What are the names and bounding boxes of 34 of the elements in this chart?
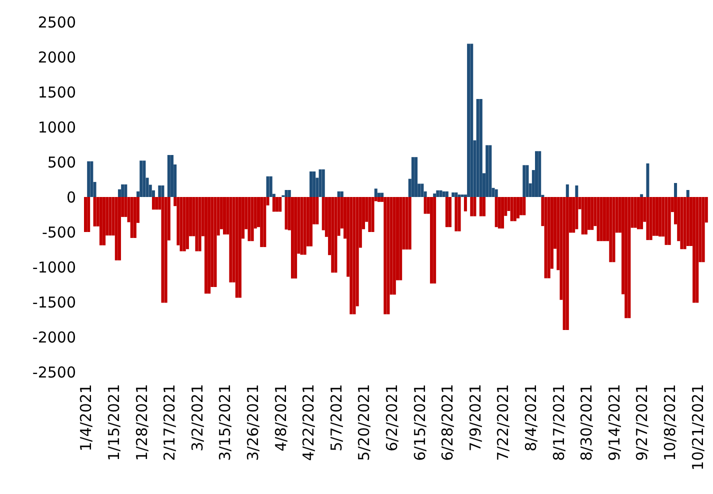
y-tick-label: -1500	[32, 293, 76, 312]
x-tick-label: 5/7/2021	[327, 384, 346, 452]
x-tick-label: 3/2/2021	[188, 384, 206, 452]
y-tick-label: 2500	[38, 13, 76, 32]
y-tick-label: -1000	[32, 258, 76, 276]
x-tick-label: 1/4/2021	[77, 384, 96, 452]
x-tick-label: 6/15/2021	[410, 384, 429, 461]
x-tick-label: 7/9/2021	[466, 384, 484, 452]
x-tick-label: 8/4/2021	[522, 384, 540, 452]
y-tick-label: -500	[42, 223, 76, 242]
x-tick-label: 9/27/2021	[633, 384, 652, 461]
x-tick-label: 10/21/2021	[688, 384, 707, 470]
x-tick-label: 7/22/2021	[494, 384, 512, 461]
y-tick-label: -2000	[32, 328, 76, 346]
x-tick-label: 8/17/2021	[550, 384, 568, 461]
x-tick-label: 1/15/2021	[104, 384, 123, 461]
x-tick-label: 6/28/2021	[438, 384, 457, 461]
y-tick-label: 1500	[38, 83, 76, 102]
x-tick-label: 3/26/2021	[244, 384, 262, 461]
x-tick-label: 2/17/2021	[160, 384, 179, 461]
x-tick-label: 9/14/2021	[605, 384, 624, 461]
y-tick-label: 0	[66, 188, 76, 206]
y-tick-label: 2000	[38, 48, 76, 66]
x-tick-label: 10/8/2021	[661, 384, 680, 461]
x-tick-label: 4/8/2021	[272, 384, 290, 452]
x-tick-label: 1/28/2021	[132, 384, 151, 461]
y-tick-label: 500	[47, 153, 76, 172]
x-tick-label: 4/22/2021	[300, 384, 318, 461]
x-tick-label: 5/20/2021	[355, 384, 374, 461]
y-tick-label: -2500	[32, 363, 76, 382]
x-tick-label: 3/15/2021	[216, 384, 234, 461]
x-tick-label: 8/30/2021	[578, 384, 596, 461]
y-tick-label: 1000	[38, 118, 76, 136]
x-tick-label: 6/2/2021	[383, 384, 402, 452]
